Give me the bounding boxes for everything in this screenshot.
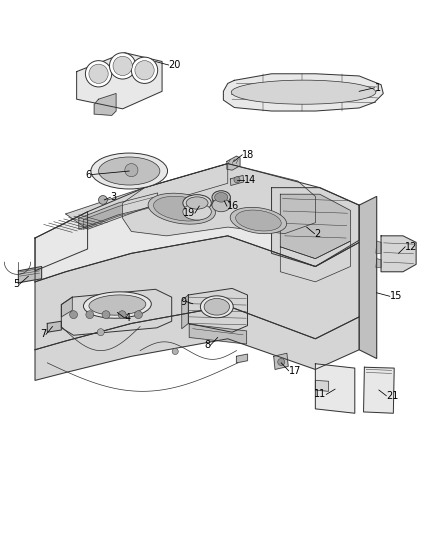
Polygon shape	[274, 353, 288, 369]
Ellipse shape	[154, 196, 210, 221]
Polygon shape	[359, 197, 377, 359]
Ellipse shape	[231, 80, 376, 104]
Circle shape	[113, 56, 132, 76]
Polygon shape	[189, 324, 247, 344]
Polygon shape	[188, 288, 247, 332]
Polygon shape	[315, 381, 328, 391]
Text: 8: 8	[204, 341, 210, 350]
Text: 3: 3	[110, 192, 117, 203]
Ellipse shape	[186, 197, 208, 209]
Text: 16: 16	[227, 201, 239, 211]
Polygon shape	[376, 259, 381, 268]
Polygon shape	[79, 193, 158, 229]
Circle shape	[135, 61, 154, 80]
Polygon shape	[272, 188, 359, 266]
Polygon shape	[123, 164, 315, 236]
Ellipse shape	[215, 192, 228, 202]
Circle shape	[131, 57, 158, 84]
Text: 14: 14	[244, 175, 257, 185]
Circle shape	[97, 329, 104, 336]
Polygon shape	[94, 93, 116, 115]
Polygon shape	[315, 364, 355, 413]
Text: 2: 2	[314, 229, 321, 239]
Polygon shape	[61, 297, 72, 317]
Ellipse shape	[148, 193, 215, 224]
Ellipse shape	[212, 199, 230, 212]
Text: 11: 11	[314, 390, 326, 399]
Text: 7: 7	[40, 329, 46, 340]
Circle shape	[99, 196, 107, 204]
Polygon shape	[376, 241, 381, 253]
Circle shape	[118, 311, 126, 319]
Polygon shape	[35, 236, 359, 350]
Polygon shape	[227, 156, 240, 170]
Text: 18: 18	[242, 150, 254, 160]
Polygon shape	[381, 236, 416, 272]
Polygon shape	[66, 164, 228, 229]
Polygon shape	[83, 197, 153, 229]
Ellipse shape	[212, 191, 230, 204]
Polygon shape	[280, 241, 350, 282]
Ellipse shape	[99, 157, 160, 185]
Circle shape	[110, 53, 136, 79]
Text: 15: 15	[390, 291, 402, 301]
Ellipse shape	[84, 292, 151, 318]
Circle shape	[278, 359, 285, 366]
Circle shape	[86, 311, 94, 319]
Text: 21: 21	[386, 391, 399, 401]
Circle shape	[125, 164, 138, 177]
Ellipse shape	[200, 296, 233, 318]
Polygon shape	[35, 212, 88, 271]
Text: 9: 9	[180, 296, 186, 306]
Text: 1: 1	[374, 83, 381, 93]
Polygon shape	[35, 306, 359, 381]
Text: 17: 17	[289, 366, 301, 376]
Ellipse shape	[89, 295, 146, 315]
Text: 19: 19	[183, 208, 195, 218]
Ellipse shape	[183, 204, 212, 220]
Text: 6: 6	[86, 169, 92, 180]
Polygon shape	[364, 367, 394, 413]
Polygon shape	[77, 53, 162, 109]
Circle shape	[134, 311, 142, 319]
Polygon shape	[280, 194, 350, 259]
Polygon shape	[230, 175, 244, 185]
Ellipse shape	[204, 298, 230, 315]
Circle shape	[85, 61, 112, 87]
Polygon shape	[47, 321, 61, 332]
Ellipse shape	[236, 210, 281, 231]
Text: 12: 12	[405, 242, 417, 252]
Ellipse shape	[91, 153, 167, 189]
Polygon shape	[35, 164, 359, 282]
Circle shape	[89, 64, 108, 84]
Circle shape	[234, 177, 240, 183]
Polygon shape	[182, 295, 188, 329]
Ellipse shape	[183, 195, 212, 211]
Circle shape	[172, 349, 178, 354]
Text: 4: 4	[125, 313, 131, 323]
Circle shape	[102, 311, 110, 319]
Polygon shape	[61, 289, 172, 335]
Polygon shape	[223, 74, 383, 111]
Text: 20: 20	[169, 60, 181, 70]
Polygon shape	[237, 354, 247, 363]
Circle shape	[70, 311, 78, 319]
Text: 5: 5	[14, 279, 20, 289]
Ellipse shape	[230, 207, 286, 233]
Polygon shape	[18, 266, 42, 282]
